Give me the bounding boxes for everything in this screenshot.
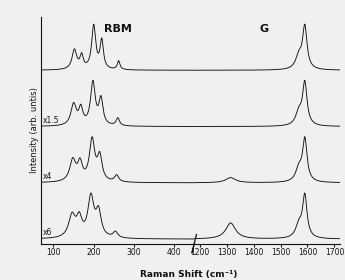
Text: G: G: [259, 24, 269, 34]
Text: 375°C: 375°C: [206, 136, 230, 144]
Text: 550°C: 550°C: [206, 23, 230, 32]
Text: Raman Shift (cm⁻¹): Raman Shift (cm⁻¹): [140, 270, 238, 279]
Text: 440°C: 440°C: [206, 79, 230, 88]
Text: x4: x4: [42, 172, 52, 181]
Text: x6: x6: [42, 228, 52, 237]
Text: RBM: RBM: [104, 24, 132, 34]
Text: D: D: [238, 35, 248, 45]
Text: x1.5: x1.5: [42, 116, 59, 125]
Text: 350°C: 350°C: [206, 192, 230, 201]
Y-axis label: Intensity (arb. untis): Intensity (arb. untis): [30, 87, 39, 173]
